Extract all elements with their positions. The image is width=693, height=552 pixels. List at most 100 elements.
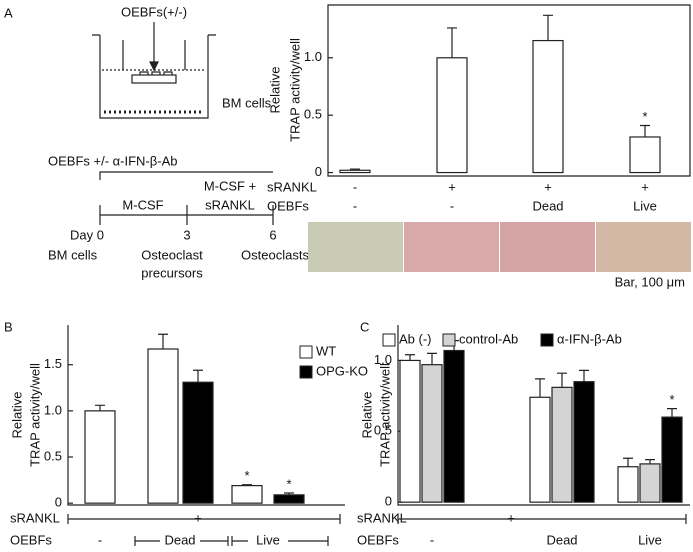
bar bbox=[182, 381, 214, 504]
row-value: - bbox=[353, 179, 357, 194]
significance-mark: * bbox=[642, 109, 647, 124]
row-label: sRANKL bbox=[357, 510, 407, 525]
bar bbox=[551, 386, 573, 503]
diagram-label: Osteoclast bbox=[141, 247, 203, 262]
legend-label: WT bbox=[316, 343, 336, 358]
bar bbox=[399, 359, 421, 503]
bar bbox=[532, 39, 564, 174]
row-span bbox=[397, 514, 687, 524]
error-bar bbox=[405, 354, 415, 361]
row-value: Dead bbox=[546, 532, 577, 547]
row-value: Dead bbox=[532, 198, 563, 213]
row-value: - bbox=[353, 198, 357, 213]
error-bar bbox=[667, 408, 677, 418]
bar bbox=[84, 410, 116, 504]
row-value: + bbox=[544, 179, 552, 194]
error-bar bbox=[447, 27, 457, 58]
legend-swatch bbox=[299, 365, 313, 379]
y-axis-label: TRAP activity/well bbox=[377, 363, 392, 467]
y-tick-label: 1.0 bbox=[374, 352, 392, 367]
row-label: OEBFs bbox=[10, 532, 52, 547]
axis-line bbox=[327, 4, 691, 177]
error-bar bbox=[543, 14, 553, 41]
row-label: OEBFs bbox=[357, 532, 399, 547]
bar bbox=[147, 348, 179, 504]
error-bar bbox=[579, 369, 589, 382]
y-tick-label: 0 bbox=[385, 494, 392, 509]
bar bbox=[529, 396, 551, 503]
y-tick-label: 1.0 bbox=[304, 49, 322, 64]
diagram-label: Day 0 bbox=[70, 227, 104, 242]
legend-label: α-IFN-β-Ab bbox=[557, 331, 622, 346]
well-diagram bbox=[92, 22, 216, 119]
y-tick-label: 0.5 bbox=[374, 423, 392, 438]
diagram-label: sRANKL bbox=[205, 197, 255, 212]
legend-swatch bbox=[540, 333, 554, 347]
y-tick-label: 0.5 bbox=[304, 107, 322, 122]
row-value: Live bbox=[638, 532, 662, 547]
axis-line bbox=[397, 325, 690, 506]
row-value: Dead bbox=[164, 532, 195, 547]
row-value: + bbox=[507, 510, 515, 525]
bar bbox=[273, 494, 305, 504]
bar bbox=[231, 485, 263, 504]
y-axis-label: TRAP activity/well bbox=[287, 38, 302, 142]
error-bar bbox=[427, 352, 437, 365]
panel-label: B bbox=[4, 319, 13, 334]
micrographs bbox=[308, 222, 691, 272]
bar bbox=[617, 466, 639, 503]
bar bbox=[639, 463, 661, 503]
row-value: + bbox=[641, 179, 649, 194]
y-axis-label: TRAP activity/well bbox=[27, 363, 42, 467]
error-bar bbox=[557, 372, 567, 388]
y-tick-label: 0 bbox=[315, 164, 322, 179]
error-bar bbox=[95, 404, 105, 411]
row-value: + bbox=[194, 510, 202, 525]
y-tick-label: 1.5 bbox=[44, 356, 62, 371]
diagram-label: OEBFs +/- α-IFN-β-Ab bbox=[48, 153, 177, 168]
legend-swatch bbox=[299, 345, 313, 359]
y-axis-label: Relative bbox=[9, 392, 24, 439]
diagram-label: 6 bbox=[269, 227, 276, 242]
y-tick-label: 1.0 bbox=[44, 402, 62, 417]
error-bar bbox=[623, 457, 633, 467]
y-axis-label: Relative bbox=[267, 67, 282, 114]
bar bbox=[573, 381, 595, 503]
diagram-label: 3 bbox=[183, 227, 190, 242]
legend-swatch bbox=[442, 333, 456, 347]
error-bar bbox=[158, 333, 168, 349]
panel-label: A bbox=[4, 5, 13, 20]
scale-bar-label: Bar, 100 μm bbox=[615, 274, 685, 289]
row-span bbox=[67, 514, 341, 524]
row-value: Live bbox=[256, 532, 280, 547]
significance-mark: * bbox=[244, 468, 249, 483]
row-label: sRANKL bbox=[10, 510, 60, 525]
error-bar bbox=[535, 378, 545, 398]
axis-line bbox=[67, 325, 345, 506]
error-bar bbox=[350, 168, 360, 171]
legend-label: control-Ab bbox=[459, 331, 518, 346]
row-value: - bbox=[430, 532, 434, 547]
diagram-label: BM cells bbox=[222, 95, 272, 110]
row-label: sRANKL bbox=[267, 179, 317, 194]
legend-label: OPG-KO bbox=[316, 363, 368, 378]
significance-mark: * bbox=[669, 392, 674, 407]
diagram-label: M-CSF bbox=[122, 197, 163, 212]
bar bbox=[436, 57, 468, 174]
bar bbox=[339, 169, 371, 174]
diagram-label: precursors bbox=[141, 265, 203, 280]
panel-label: C bbox=[360, 319, 369, 334]
diagram-label: BM cells bbox=[48, 247, 98, 262]
y-tick-label: 0 bbox=[55, 495, 62, 510]
bar bbox=[443, 349, 465, 503]
bar bbox=[661, 416, 683, 503]
significance-mark: * bbox=[286, 476, 291, 491]
error-bar bbox=[193, 369, 203, 383]
legend-swatch bbox=[382, 333, 396, 347]
error-bar bbox=[640, 124, 650, 137]
bar bbox=[421, 364, 443, 503]
y-axis-label: Relative bbox=[359, 392, 374, 439]
bar bbox=[629, 136, 661, 174]
timeline bbox=[99, 171, 274, 225]
